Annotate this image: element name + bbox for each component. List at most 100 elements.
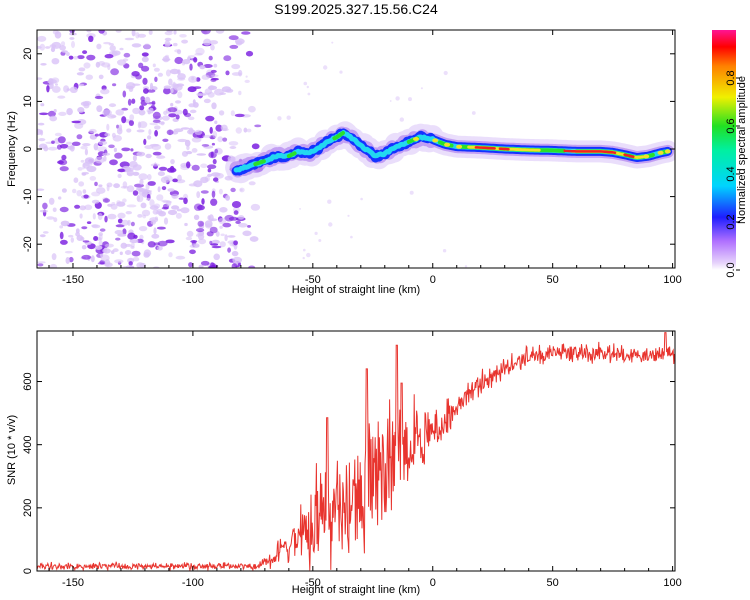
noise-blob [188,75,198,83]
noise-dot [350,235,353,239]
noise-blob [231,201,242,208]
noise-dot [347,214,350,217]
noise-blob [58,196,62,200]
noise-blob [104,132,111,137]
noise-blob [209,226,218,234]
noise-blob [215,231,220,237]
noise-blob [210,69,217,73]
noise-blob [181,150,189,157]
noise-blob [149,199,155,207]
noise-blob [112,83,117,87]
noise-blob [107,64,111,71]
noise-blob [157,246,163,251]
noise-blob [63,85,70,93]
noise-blob [47,146,58,151]
noise-blob [163,85,172,89]
noise-dot [471,111,476,115]
noise-blob [59,144,69,149]
noise-blob [71,120,81,124]
noise-blob [172,178,179,183]
noise-blob [128,120,134,126]
noise-blob [211,239,220,245]
noise-blob [130,221,135,227]
noise-blob [229,44,239,49]
noise-blob [78,83,85,87]
noise-blob [176,208,182,212]
noise-blob [147,241,156,248]
noise-blob [198,238,207,245]
noise-blob [227,235,236,238]
noise-blob [61,154,67,161]
noise-blob [173,30,177,35]
noise-blob [149,205,159,210]
noise-blob [111,202,116,206]
noise-dot [303,248,306,252]
noise-blob [74,122,84,129]
noise-blob [68,234,74,238]
noise-blob [238,215,245,220]
noise-blob [104,215,108,223]
noise-blob [190,240,198,243]
noise-blob [108,43,115,46]
noise-blob [70,237,75,243]
noise-blob [164,37,172,42]
spectrogram-y-tick-label: 10 [22,95,34,107]
noise-blob [227,247,232,253]
noise-blob [98,74,104,80]
noise-blob [123,52,131,58]
noise-blob [199,65,206,70]
noise-blob [194,53,203,56]
spectrogram-x-tick-label: 100 [663,274,681,286]
noise-blob [206,164,217,169]
track-green-segment [253,159,266,167]
noise-blob [51,253,57,261]
noise-blob [220,124,228,131]
spectrogram-y-tick-label: -10 [22,189,34,205]
noise-blob [165,239,175,244]
noise-blob [212,130,218,139]
noise-blob [161,58,171,61]
noise-blob [157,240,168,247]
noise-dot [420,87,423,90]
noise-blob [147,135,152,140]
noise-blob [153,227,157,235]
noise-dot [399,117,404,122]
noise-blob [66,52,70,56]
noise-blob [61,188,67,193]
noise-blob [218,188,223,195]
colorbar-gradient [712,30,736,270]
noise-blob [92,213,96,220]
noise-blob [146,198,151,201]
snr-series-line [37,332,675,571]
noise-blob [141,65,150,72]
noise-blob [78,181,85,187]
track-red-segment [623,153,635,159]
noise-blob [125,265,135,268]
noise-blob [84,161,93,167]
noise-blob [102,198,110,203]
noise-blob [140,96,145,102]
snr-x-tick-label: -150 [62,577,84,589]
noise-blob [167,209,178,216]
chart-title: S199.2025.327.15.56.C24 [274,1,438,17]
noise-blob [170,159,175,165]
noise-blob [196,228,205,233]
noise-blob [235,40,243,46]
noise-blob [214,88,224,96]
noise-blob [168,252,173,258]
noise-blob [161,186,167,191]
noise-blob [175,255,186,260]
noise-blob [115,237,121,241]
noise-blob [155,211,164,215]
noise-blob [218,110,225,116]
noise-blob [91,199,100,204]
noise-blob [60,41,66,47]
noise-blob [143,43,151,50]
noise-blob [177,69,181,75]
noise-blob [98,234,103,241]
noise-blob [129,239,139,244]
noise-blob [76,190,82,197]
noise-blob [108,144,115,149]
noise-blob [77,167,83,171]
noise-blob [142,77,148,85]
